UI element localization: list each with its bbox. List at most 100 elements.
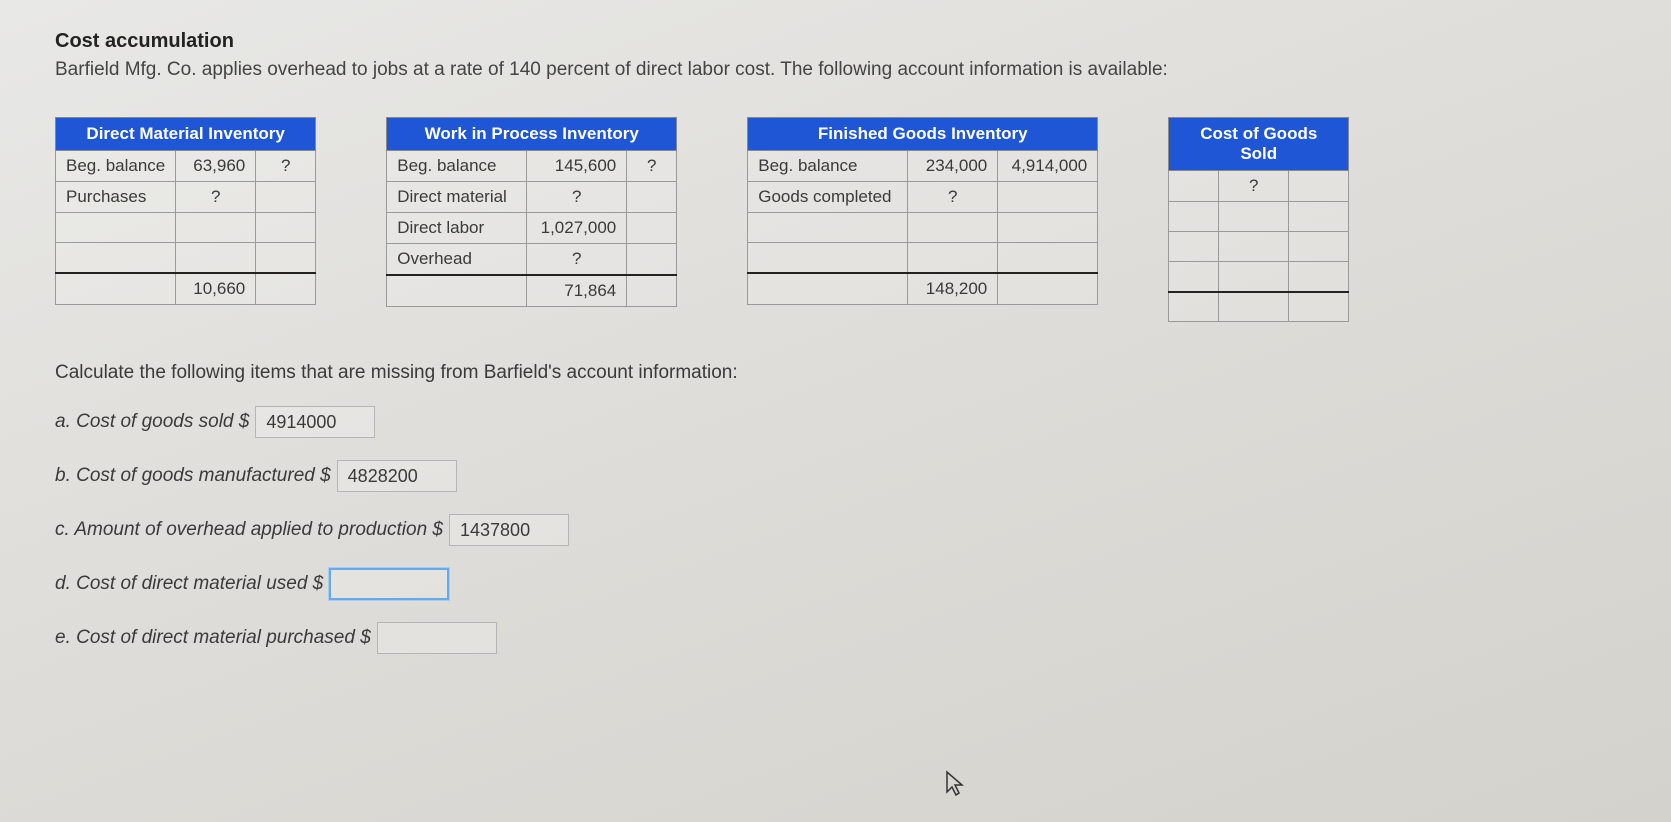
cell-credit: ? <box>627 151 677 182</box>
cell-label <box>56 213 176 243</box>
table-row <box>1169 262 1349 292</box>
fgi-title: Finished Goods Inventory <box>748 118 1098 151</box>
table-dmi: Direct Material Inventory Beg. balance 6… <box>55 117 316 305</box>
cell-credit <box>627 275 677 307</box>
answer-a-input[interactable]: 4914000 <box>255 406 375 438</box>
cell-credit <box>998 273 1098 305</box>
cell-credit <box>1289 292 1349 322</box>
t-accounts-row: Direct Material Inventory Beg. balance 6… <box>55 117 1616 322</box>
cell-debit: 234,000 <box>908 151 998 182</box>
cell-debit <box>1219 232 1289 262</box>
cell-credit: ? <box>256 151 316 182</box>
cell-debit <box>176 213 256 243</box>
table-row <box>56 213 316 243</box>
cell-label: Beg. balance <box>387 151 527 182</box>
cell-debit: 10,660 <box>176 273 256 305</box>
table-footer-row <box>1169 292 1349 322</box>
table-row: ? <box>1169 171 1349 202</box>
table-row: Direct labor 1,027,000 <box>387 213 677 244</box>
cell-credit <box>256 243 316 273</box>
table-row: Purchases ? <box>56 182 316 213</box>
cell-debit <box>1219 292 1289 322</box>
table-row: Overhead ? <box>387 244 677 276</box>
cell-credit <box>256 213 316 243</box>
cell-credit <box>627 244 677 276</box>
cell-debit: ? <box>908 182 998 213</box>
cell-debit: 71,864 <box>527 275 627 307</box>
cell-label <box>1169 262 1219 292</box>
cell-debit: ? <box>1219 171 1289 202</box>
question-b-label: b. Cost of goods manufactured $ <box>55 465 331 487</box>
cell-credit <box>256 182 316 213</box>
table-wip: Work in Process Inventory Beg. balance 1… <box>386 117 677 307</box>
cell-credit <box>998 243 1098 273</box>
cell-debit <box>176 243 256 273</box>
table-row <box>1169 202 1349 232</box>
question-d: d. Cost of direct material used $ <box>55 568 1616 600</box>
cell-label: Purchases <box>56 182 176 213</box>
table-row: Beg. balance 145,600 ? <box>387 151 677 182</box>
cell-credit <box>1289 262 1349 292</box>
intro-text: Barfield Mfg. Co. applies overhead to jo… <box>55 59 1616 81</box>
cell-debit: 148,200 <box>908 273 998 305</box>
cursor-icon <box>945 770 967 798</box>
cell-label: Overhead <box>387 244 527 276</box>
table-row <box>748 213 1098 243</box>
cell-credit <box>998 182 1098 213</box>
cell-debit: 145,600 <box>527 151 627 182</box>
cell-credit <box>256 273 316 305</box>
page-heading: Cost accumulation <box>55 30 1616 53</box>
table-cogs: Cost of Goods Sold ? <box>1168 117 1349 322</box>
table-row <box>1169 232 1349 262</box>
cell-label: Beg. balance <box>56 151 176 182</box>
table-footer-row: 10,660 <box>56 273 316 305</box>
cell-debit <box>1219 202 1289 232</box>
cell-debit <box>908 213 998 243</box>
question-e: e. Cost of direct material purchased $ <box>55 622 1616 654</box>
cell-label: Goods completed <box>748 182 908 213</box>
wip-title: Work in Process Inventory <box>387 118 677 151</box>
cell-credit <box>1289 171 1349 202</box>
cell-credit <box>627 213 677 244</box>
cell-debit: ? <box>527 244 627 276</box>
table-row: Beg. balance 63,960 ? <box>56 151 316 182</box>
cell-debit: 63,960 <box>176 151 256 182</box>
cell-credit: 4,914,000 <box>998 151 1098 182</box>
cell-label <box>56 243 176 273</box>
cell-label <box>56 273 176 305</box>
table-row <box>748 243 1098 273</box>
cogs-title: Cost of Goods Sold <box>1169 118 1349 171</box>
table-footer-row: 71,864 <box>387 275 677 307</box>
calc-prompt: Calculate the following items that are m… <box>55 362 1616 384</box>
answer-c-input[interactable]: 1437800 <box>449 514 569 546</box>
table-row <box>56 243 316 273</box>
question-e-label: e. Cost of direct material purchased $ <box>55 627 371 649</box>
answer-d-input[interactable] <box>329 568 449 600</box>
cell-label: Direct labor <box>387 213 527 244</box>
cell-credit <box>627 182 677 213</box>
question-c-label: c. Amount of overhead applied to product… <box>55 519 443 541</box>
table-row: Beg. balance 234,000 4,914,000 <box>748 151 1098 182</box>
cell-label <box>1169 232 1219 262</box>
cell-label: Direct material <box>387 182 527 213</box>
cell-debit: ? <box>527 182 627 213</box>
table-fgi: Finished Goods Inventory Beg. balance 23… <box>747 117 1098 305</box>
cell-label <box>1169 292 1219 322</box>
question-c: c. Amount of overhead applied to product… <box>55 514 1616 546</box>
cell-credit <box>1289 232 1349 262</box>
table-row: Direct material ? <box>387 182 677 213</box>
cell-label <box>1169 171 1219 202</box>
question-b: b. Cost of goods manufactured $ 4828200 <box>55 460 1616 492</box>
cell-debit <box>908 243 998 273</box>
table-row: Goods completed ? <box>748 182 1098 213</box>
cell-debit: ? <box>176 182 256 213</box>
cell-label <box>748 243 908 273</box>
answer-e-input[interactable] <box>377 622 497 654</box>
cell-debit <box>1219 262 1289 292</box>
question-a: a. Cost of goods sold $ 4914000 <box>55 406 1616 438</box>
cell-credit <box>1289 202 1349 232</box>
cell-label <box>1169 202 1219 232</box>
dmi-title: Direct Material Inventory <box>56 118 316 151</box>
cell-debit: 1,027,000 <box>527 213 627 244</box>
answer-b-input[interactable]: 4828200 <box>337 460 457 492</box>
